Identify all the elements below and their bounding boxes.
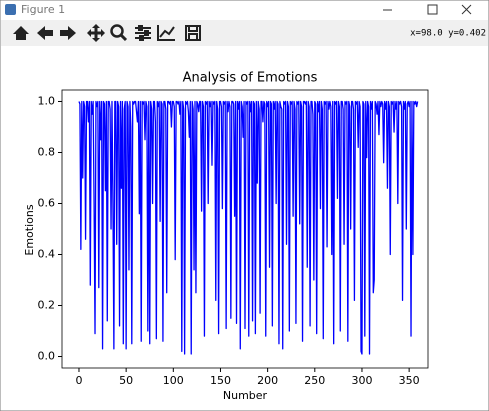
edit-axis-button[interactable] bbox=[157, 25, 175, 41]
y-tick-label: 0.4 bbox=[38, 248, 56, 261]
y-tick-label: 0.2 bbox=[38, 299, 56, 312]
app-icon bbox=[5, 4, 16, 15]
save-button[interactable] bbox=[185, 25, 201, 41]
maximize-button[interactable] bbox=[427, 4, 438, 15]
x-tick-label: 350 bbox=[399, 374, 420, 387]
y-tick-label: 0.0 bbox=[38, 350, 56, 363]
toolbar bbox=[1, 20, 488, 46]
window-title: Figure 1 bbox=[21, 3, 65, 16]
chart-title: Analysis of Emotions bbox=[183, 71, 318, 86]
zoom-button[interactable] bbox=[110, 24, 128, 42]
y-axis-label: Emotions bbox=[23, 204, 36, 255]
x-axis-label: Number bbox=[223, 389, 268, 402]
forward-button[interactable] bbox=[60, 26, 76, 40]
home-button[interactable] bbox=[13, 26, 29, 40]
x-tick-label: 250 bbox=[304, 374, 325, 387]
x-tick-label: 50 bbox=[119, 374, 133, 387]
cursor-status: x=98.0 y=0.402 bbox=[410, 29, 486, 39]
close-button[interactable] bbox=[461, 4, 472, 15]
configure-button[interactable] bbox=[135, 25, 151, 41]
y-tick-label: 0.6 bbox=[38, 196, 56, 209]
title-bar bbox=[1, 1, 488, 20]
back-button[interactable] bbox=[37, 26, 53, 40]
y-tick-label: 0.8 bbox=[38, 145, 56, 158]
x-tick-label: 200 bbox=[257, 374, 278, 387]
plot-frame bbox=[61, 89, 429, 369]
x-tick-label: 0 bbox=[75, 374, 82, 387]
data-line bbox=[78, 100, 419, 355]
x-tick-label: 150 bbox=[210, 374, 231, 387]
pan-button[interactable] bbox=[87, 24, 105, 42]
y-tick-label: 1.0 bbox=[38, 94, 56, 107]
x-tick-label: 100 bbox=[163, 374, 184, 387]
x-tick-label: 300 bbox=[351, 374, 372, 387]
